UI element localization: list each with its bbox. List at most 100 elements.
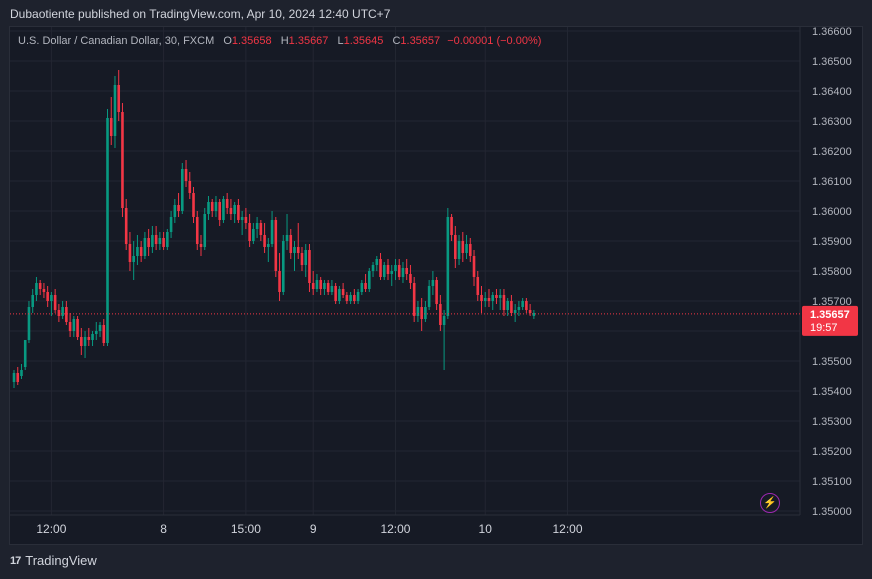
candle: [20, 364, 23, 379]
candle: [109, 97, 113, 145]
change-value: −0.00001 (−0.00%): [447, 35, 542, 47]
candle: [353, 289, 356, 304]
time-tick-label: 10: [479, 522, 493, 536]
time-axis: 12:00 8 15:00 9 12:00 10 12:00: [10, 514, 800, 536]
close-label: C: [392, 35, 401, 47]
candle: [31, 289, 34, 313]
candle: [199, 235, 203, 256]
candle: [296, 223, 300, 259]
candle: [468, 238, 472, 262]
candle: [382, 262, 386, 280]
candle: [300, 247, 304, 271]
candle: [240, 211, 244, 235]
candle: [42, 283, 46, 298]
candle: [214, 196, 218, 217]
candle: [94, 322, 98, 340]
candle: [416, 301, 420, 322]
candle: [184, 160, 188, 187]
candle: [491, 292, 495, 310]
candle: [356, 289, 360, 304]
candle: [487, 289, 491, 307]
price-tick-label: 1.36400: [812, 86, 852, 98]
candle: [532, 310, 536, 319]
price-tick-label: 1.36200: [812, 146, 852, 158]
candle: [192, 187, 195, 223]
candle: [195, 211, 199, 250]
candle: [50, 292, 53, 316]
candle: [87, 328, 91, 346]
price-tick-label: 1.35800: [812, 266, 852, 278]
candle: [207, 196, 210, 220]
candle: [506, 298, 509, 316]
price-tick-label: 1.36500: [812, 56, 852, 68]
candle: [528, 304, 532, 316]
candle: [405, 259, 408, 280]
candle: [510, 295, 513, 316]
footer-brand[interactable]: 17 TradingView: [10, 553, 97, 568]
candle: [454, 226, 457, 268]
low-value: 1.35645: [343, 35, 384, 47]
candle: [113, 76, 117, 148]
high-value: 1.35667: [288, 35, 329, 47]
low-label: L: [337, 35, 344, 47]
candle: [46, 286, 49, 307]
candle: [162, 232, 165, 250]
candle: [233, 202, 236, 223]
price-axis: 1.36600 1.36500 1.36400 1.36300 1.36200 1.361…: [799, 26, 852, 518]
candle: [525, 298, 528, 313]
candle: [166, 229, 169, 250]
candle: [409, 265, 412, 289]
candle: [401, 262, 405, 283]
candle: [173, 199, 177, 223]
candle: [289, 229, 293, 259]
candle: [252, 223, 255, 244]
candle: [117, 70, 121, 121]
candle: [248, 214, 251, 247]
price-tick-label: 1.35400: [812, 386, 852, 398]
candle: [442, 310, 446, 370]
candle: [222, 196, 225, 223]
candle: [334, 283, 337, 304]
candle: [424, 301, 427, 322]
candle: [394, 259, 397, 280]
candle: [38, 280, 42, 295]
tradingview-logo-icon: 17: [10, 554, 21, 567]
lightning-bolt-icon[interactable]: ⚡: [760, 493, 780, 513]
candle: [154, 226, 158, 250]
candle: [439, 295, 442, 331]
candle: [465, 235, 468, 259]
candle: [210, 199, 214, 217]
candle: [259, 220, 263, 241]
price-tick-label: 1.35300: [812, 416, 852, 428]
symbol-legend: U.S. Dollar / Canadian Dollar, 30, FXCM …: [18, 35, 541, 47]
candle: [341, 283, 345, 298]
countdown-timer: 19:57: [810, 322, 838, 334]
candle: [98, 322, 102, 337]
candle: [513, 304, 517, 322]
candle: [23, 340, 27, 370]
candle: [68, 313, 72, 337]
candle: [65, 301, 68, 325]
price-tick-label: 1.36600: [812, 26, 852, 38]
price-tick-label: 1.36100: [812, 176, 852, 188]
candle: [495, 289, 498, 304]
candle: [124, 199, 128, 250]
candle: [502, 289, 506, 316]
candle: [143, 232, 147, 259]
candle: [308, 244, 311, 292]
candle: [35, 277, 38, 301]
candle: [498, 289, 502, 310]
candle: [91, 331, 94, 346]
candle: [12, 370, 16, 388]
candle: [311, 271, 315, 295]
candle: [121, 103, 124, 217]
candle: [83, 331, 87, 358]
symbol-title: U.S. Dollar / Canadian Dollar, 30, FXCM: [18, 35, 215, 47]
candle: [181, 163, 184, 214]
candle: [431, 271, 435, 295]
candle: [237, 199, 240, 223]
time-tick-label: 12:00: [380, 522, 410, 536]
price-tick-label: 1.35900: [812, 236, 852, 248]
last-price-tag: 1.35657 19:57: [802, 305, 858, 336]
